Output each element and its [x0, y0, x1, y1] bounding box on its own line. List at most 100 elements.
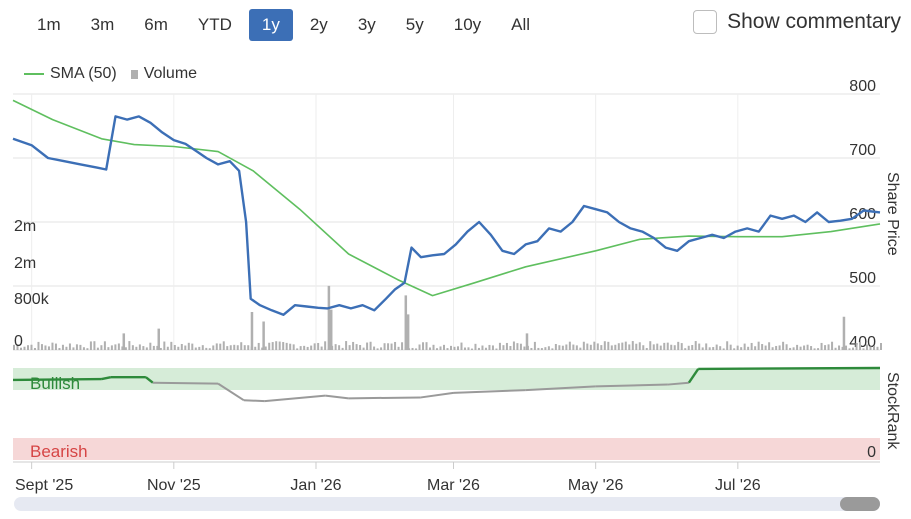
range-button-ytd[interactable]: YTD	[197, 15, 232, 34]
volume-bar	[866, 344, 869, 350]
range-button-3y[interactable]: 3y	[357, 15, 376, 34]
volume-bar	[642, 345, 645, 350]
volume-bar	[201, 345, 204, 350]
range-button-5y[interactable]: 5y	[405, 15, 424, 34]
volume-bar	[187, 342, 190, 350]
volume-bar	[114, 344, 117, 350]
volume-bar	[380, 347, 383, 350]
volume-bar	[645, 348, 648, 350]
volume-bar	[268, 342, 271, 350]
volume-bar	[47, 346, 50, 350]
stockrank-line-segment	[12, 377, 102, 382]
volume-legend-swatch	[130, 69, 138, 79]
volume-bar	[691, 345, 694, 350]
share-price-line	[12, 115, 881, 316]
volume-bar	[677, 341, 680, 350]
stockrank-line-segment	[152, 381, 219, 385]
volume-bar	[436, 348, 439, 350]
volume-bar	[666, 342, 669, 350]
volume-bar	[775, 345, 778, 350]
volume-bar	[502, 345, 505, 350]
volume-bar	[329, 309, 333, 350]
volume-bar	[285, 342, 288, 350]
volume-bar	[156, 345, 159, 350]
volume-bar	[58, 347, 61, 350]
volume-bar	[624, 341, 627, 350]
volume-bar	[680, 343, 683, 350]
range-button-10y[interactable]: 10y	[453, 15, 482, 34]
range-button-6m[interactable]: 6m	[144, 15, 168, 34]
stockrank-line-segment	[101, 376, 112, 381]
volume-bar	[317, 342, 320, 350]
volume-bar	[726, 341, 729, 350]
volume-bar	[712, 347, 715, 350]
volume-bar	[771, 347, 774, 350]
volume-bar	[198, 346, 201, 350]
x-tick-label: Nov '25	[147, 477, 201, 494]
volume-bar	[376, 348, 379, 350]
range-button-1m[interactable]: 1m	[37, 15, 61, 34]
volume-bar	[61, 344, 64, 350]
range-button-2y[interactable]: 2y	[309, 15, 328, 34]
volume-bar	[544, 347, 547, 350]
volume-bar	[110, 345, 113, 350]
volume-bar	[813, 348, 816, 350]
volume-bar	[579, 347, 582, 350]
volume-bar	[596, 343, 599, 350]
volume-bar	[320, 346, 323, 350]
volume-bar	[359, 345, 362, 350]
volume-bar	[628, 344, 631, 350]
volume-legend-label: Volume	[143, 65, 198, 82]
stockrank-line-segment	[264, 394, 326, 403]
volume-bar	[264, 346, 267, 350]
volume-bar	[250, 312, 254, 350]
chart-scrollbar[interactable]	[14, 497, 880, 511]
volume-bar	[561, 345, 564, 350]
volume-bar	[82, 347, 85, 350]
volume-bar	[740, 347, 743, 350]
volume-bar	[446, 348, 449, 350]
volume-bar	[530, 347, 533, 350]
volume-bar	[764, 345, 767, 350]
range-button-all[interactable]: All	[511, 15, 531, 34]
volume-bar	[418, 344, 421, 350]
volume-bar	[449, 345, 452, 350]
commentary-checkbox[interactable]	[693, 10, 718, 34]
stockrank-line-segment	[243, 399, 265, 403]
volume-bar	[498, 342, 501, 350]
range-button-1y[interactable]: 1y	[248, 9, 293, 41]
volume-bar	[425, 342, 428, 350]
volume-bar	[23, 346, 26, 350]
volume-bar	[93, 341, 96, 350]
volume-tick-label: 2m	[14, 255, 36, 272]
volume-bar	[806, 344, 809, 350]
volume-bar	[37, 341, 40, 350]
volume-bar	[820, 342, 823, 350]
volume-bar	[789, 347, 792, 350]
volume-bar	[603, 341, 606, 350]
volume-bar	[16, 344, 19, 350]
volume-bar	[754, 346, 757, 350]
volume-bar	[19, 347, 22, 350]
volume-bar	[715, 344, 718, 350]
volume-bar	[810, 346, 813, 350]
show-commentary-toggle[interactable]: Show commentary	[693, 10, 901, 34]
stockrank-tick-label: 0	[867, 444, 876, 461]
sma-legend-swatch	[24, 73, 44, 75]
volume-bar	[733, 348, 736, 350]
volume-bar	[278, 341, 281, 350]
volume-bar	[355, 344, 358, 350]
range-button-3m[interactable]: 3m	[90, 15, 115, 34]
volume-bar	[852, 347, 855, 350]
volume-bar	[824, 345, 827, 350]
stockrank-line-segment	[667, 381, 689, 386]
stockrank-line-segment	[217, 382, 245, 402]
volume-bar	[149, 342, 152, 350]
scrollbar-thumb[interactable]	[840, 497, 880, 511]
volume-bar	[656, 343, 659, 350]
volume-bar	[582, 341, 585, 350]
bearish-band-label: Bearish	[30, 442, 88, 461]
stockrank-line-segment	[687, 368, 700, 384]
price-tick-label: 500	[849, 270, 876, 287]
